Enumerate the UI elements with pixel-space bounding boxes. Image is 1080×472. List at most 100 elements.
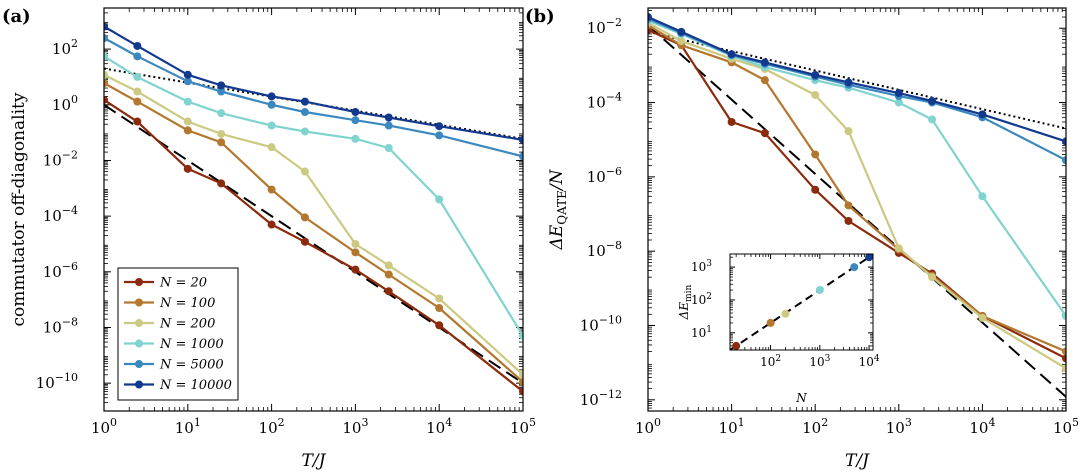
panel-a-data-point (133, 52, 142, 61)
inset-x-tick-label: 104 (859, 354, 880, 369)
panel-b-series-line (648, 21, 1066, 370)
panel-a-legend: N = 20 N = 100 N = 200 N = 1000 N = 5000 N = … (117, 267, 239, 401)
panel-b-x-tick-exp: 1 (738, 416, 745, 429)
inset-x-tick-exp: 2 (775, 354, 781, 364)
panel-a-data-point (183, 97, 192, 106)
panel-a-y-tick-label: 10−2 (43, 148, 78, 169)
panel-a-data-point (267, 220, 276, 229)
panel-a-data-point (435, 122, 444, 131)
panel-a-data-point (519, 378, 523, 387)
panel-a-data-point (300, 167, 309, 176)
legend-swatch-marker (135, 339, 143, 348)
panel-b-x-tick-label: 102 (802, 416, 828, 437)
panel-b-data-point (727, 117, 736, 126)
panel-a-x-tick-exp: 1 (194, 416, 201, 429)
panel-a-series-line (104, 37, 523, 158)
panel-a-series-n-5000 (104, 34, 523, 161)
inset-x-tick-label: 102 (760, 354, 781, 369)
panel-b-x-tick-exp: 2 (821, 416, 828, 429)
inset-x-tick-exp: 4 (874, 354, 880, 364)
legend-swatch-marker (135, 360, 143, 368)
panel-b-data-point (844, 78, 853, 87)
panel-b-y-tick-exp: −12 (599, 388, 622, 401)
panel-a-y-tick-base: 10 (43, 151, 62, 169)
panel-a-y-tick-label: 102 (52, 37, 78, 58)
inset-y-label-main: ΔE (677, 302, 691, 321)
panel-a-data-point (519, 370, 523, 379)
panel-a-y-tick-base: 10 (43, 263, 62, 281)
panel-a-data-point (351, 116, 360, 125)
panel-a-data-point (183, 70, 192, 79)
panel-a-data-point (104, 79, 108, 88)
panel-b-x-tick-base: 10 (886, 419, 905, 437)
panel-a-data-point (435, 131, 444, 140)
panel-b-y-tick-exp: −8 (606, 239, 622, 252)
panel-a-data-point (384, 270, 393, 279)
panel-a-y-tick-label: 10−6 (43, 260, 78, 281)
panel-b-series-line (648, 24, 1066, 353)
panel-a-data-point (300, 108, 309, 117)
panel-b-data-point (844, 201, 853, 210)
panel-b-series-line (648, 15, 1066, 143)
panel-a-data-point (267, 100, 276, 109)
panel-a-data-point (435, 321, 444, 330)
panel-a-y-tick-exp: 2 (71, 37, 78, 50)
panel-a-data-point (519, 331, 523, 340)
inset-axes-frame (729, 253, 874, 351)
panel-b-data-point (677, 37, 686, 46)
panel-b-x-tick-base: 10 (969, 419, 988, 437)
inset-y-tick-exp: 2 (706, 292, 712, 302)
panel-a-data-point (519, 152, 523, 161)
panel-b-y-tick-label: 10−10 (580, 313, 622, 334)
inset-y-label-sub: min (684, 284, 694, 301)
panel-b-y-tick-exp: −2 (606, 16, 622, 29)
panel-a-data-point (133, 117, 142, 126)
panel-b-data-point (1062, 156, 1066, 165)
legend-label: N = 5000 (159, 358, 224, 373)
panel-b-data-point (1062, 312, 1066, 321)
panel-a-data-point (435, 195, 444, 204)
panel-b-y-tick-exp: −6 (606, 165, 622, 178)
panel-a-ref-line-dotted (104, 67, 523, 140)
panel-b-x-tick-base: 10 (719, 419, 738, 437)
legend-label: N = 10000 (159, 378, 232, 393)
panel-a-data-point (133, 41, 142, 50)
inset-y-tick-exp: 1 (706, 325, 712, 335)
panel-a-x-tick-base: 10 (510, 419, 529, 437)
panel-a-x-axis-label: T/J (302, 451, 327, 471)
panel-a-series-line (104, 55, 523, 337)
panel-b-data-point (677, 27, 686, 36)
legend-entry-n-100: N = 100 (124, 296, 215, 311)
panel-a-series-n-10000 (104, 22, 523, 144)
inset-y-tick-exp: 3 (706, 259, 712, 269)
panel-a-y-tick-base: 10 (43, 207, 62, 225)
panel-a-data-point (384, 261, 393, 270)
panel-a-y-tick-exp: −2 (62, 148, 78, 161)
inset-data-point (732, 341, 741, 350)
panel-a-data-point (104, 70, 108, 79)
panel-a: 100 101 102 103 104 10510210010−210−410−610−8… (2, 6, 536, 471)
panel-a-x-tick-label: 101 (175, 416, 201, 437)
panel-a-x-tick-exp: 5 (529, 416, 536, 429)
panel-a-data-point (351, 248, 360, 257)
panel-a-data-point (104, 22, 108, 31)
panel-a-series-line (104, 98, 523, 393)
legend-entry-n-20: N = 20 (124, 276, 207, 291)
panel-a-series-n-20 (104, 95, 523, 396)
inset-y-axis-label: ΔEmin (677, 284, 694, 320)
panel-a-y-tick-label: 10−10 (36, 371, 78, 392)
panel-a-data-point (435, 294, 444, 303)
panel-a-x-tick-exp: 4 (445, 416, 452, 429)
panel-a-data-point (519, 135, 523, 144)
panel-a-series-line (104, 82, 523, 383)
panel-a-data-point (300, 237, 309, 246)
panel-a-x-tick-base: 10 (175, 419, 194, 437)
panel-a-x-tick-exp: 2 (278, 416, 285, 429)
panel-b-x-tick-base: 10 (1053, 419, 1072, 437)
panel-b-data-point (894, 89, 903, 98)
inset-y-tick-base: 10 (691, 293, 706, 307)
panel-a-data-point (104, 34, 108, 43)
panel-a-y-tick-exp: 0 (71, 93, 78, 106)
panel-a-label: (a) (2, 6, 31, 27)
panel-a-data-point (133, 97, 142, 106)
